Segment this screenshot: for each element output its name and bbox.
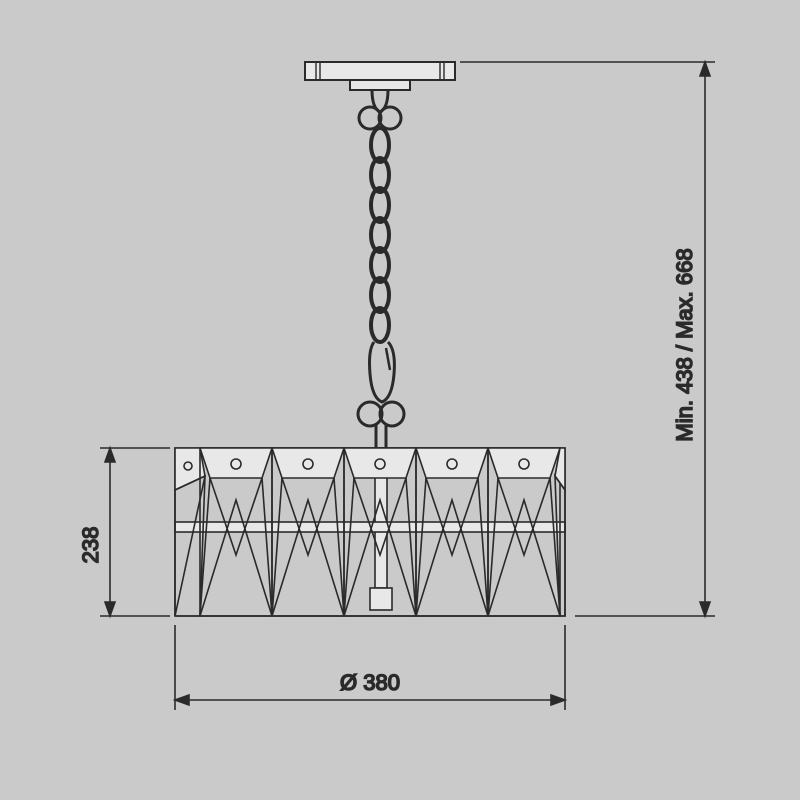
ceiling-canopy xyxy=(305,62,455,90)
dimension-diameter-label: Ø 380 xyxy=(340,670,400,695)
dimension-total-height: Min. 438 / Max. 668 xyxy=(460,62,715,616)
chain xyxy=(371,128,389,342)
carabiner xyxy=(370,342,395,402)
pendant-lamp-dimension-diagram: 238 Ø 380 Min. 438 / Max. 668 xyxy=(0,0,800,800)
lower-rings xyxy=(358,402,404,448)
dimension-height: 238 xyxy=(78,448,170,616)
dimension-diameter: Ø 380 xyxy=(175,625,565,710)
dimension-height-label: 238 xyxy=(78,527,103,564)
dimension-total-height-label: Min. 438 / Max. 668 xyxy=(672,248,697,441)
top-hanger xyxy=(359,90,401,129)
